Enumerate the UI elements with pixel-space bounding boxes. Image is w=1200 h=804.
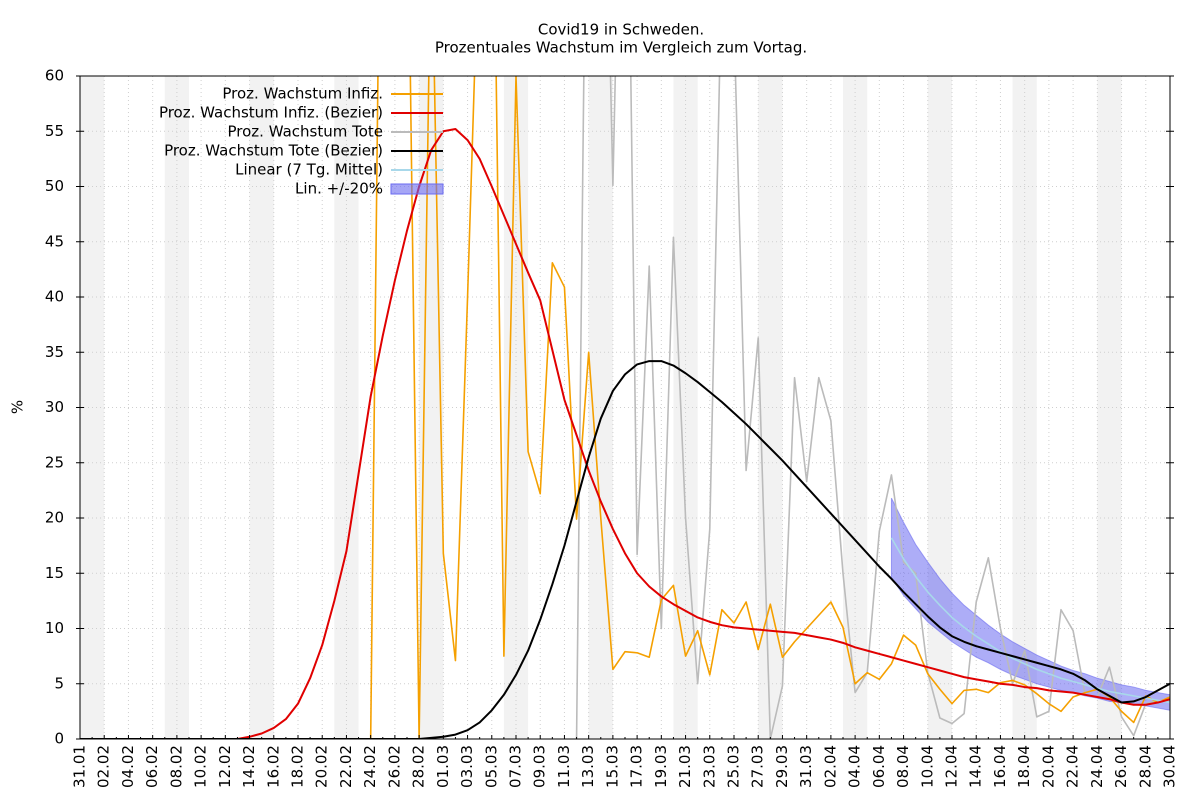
x-tick-label: 08.02	[167, 745, 185, 788]
series-line	[890, 537, 1170, 704]
y-tick-label: 35	[45, 343, 64, 361]
x-tick-label: 03.03	[458, 745, 476, 788]
x-tick-label: 07.03	[507, 745, 525, 788]
x-tick-label: 19.03	[652, 745, 670, 788]
x-tick-label: 06.04	[870, 745, 888, 788]
weekend-band	[843, 76, 868, 739]
x-tick-label: 22.02	[337, 745, 355, 788]
y-tick-label: 25	[45, 453, 64, 471]
x-tick-label: 13.03	[579, 745, 597, 788]
y-tick-label: 10	[45, 619, 64, 637]
weekend-band	[249, 76, 274, 739]
x-tick-label: 17.03	[628, 745, 646, 788]
x-tick-label: 01.03	[434, 745, 452, 788]
x-tick-label: 14.02	[240, 745, 258, 788]
x-tick-label: 21.03	[676, 745, 694, 788]
x-tick-label: 11.03	[555, 745, 573, 788]
x-tick-label: 10.04	[918, 745, 936, 788]
x-tick-label: 20.02	[313, 745, 331, 788]
y-tick-label: 45	[45, 232, 64, 250]
legend-label: Proz. Wachstum Infiz. (Bezier)	[159, 104, 383, 122]
x-tick-label: 09.03	[531, 745, 549, 788]
x-tick-label: 15.03	[603, 745, 621, 788]
x-tick-label: 28.02	[410, 745, 428, 788]
legend-label: Linear (7 Tg. Mittel)	[235, 161, 383, 179]
x-tick-label: 10.02	[192, 745, 210, 788]
y-tick-label: 0	[54, 730, 64, 748]
y-tick-label: 55	[45, 122, 64, 140]
series-line	[80, 360, 1170, 739]
chart-subtitle: Prozentuales Wachstum im Vergleich zum V…	[435, 39, 807, 57]
x-tick-label: 22.04	[1064, 745, 1082, 788]
y-tick-label: 5	[54, 674, 64, 692]
x-tick-label: 12.02	[216, 745, 234, 788]
x-tick-label: 18.04	[1015, 745, 1033, 788]
x-tick-label: 29.03	[773, 745, 791, 788]
chart-title: Covid19 in Schweden.	[538, 21, 704, 39]
series-line	[80, 128, 1170, 739]
x-tick-label: 16.02	[264, 745, 282, 788]
y-tick-label: 20	[45, 509, 64, 527]
x-tick-label: 04.02	[119, 745, 137, 788]
x-tick-label: 02.02	[95, 745, 113, 788]
x-tick-label: 06.02	[143, 745, 161, 788]
x-tick-label: 25.03	[725, 745, 743, 788]
legend-swatch	[390, 183, 444, 195]
x-tick-label: 27.03	[749, 745, 767, 788]
x-tick-label: 14.04	[967, 745, 985, 788]
series-line	[80, 76, 1170, 739]
band	[890, 497, 1170, 711]
legend-label: Proz. Wachstum Tote	[227, 123, 383, 141]
y-tick-label: 30	[45, 398, 64, 416]
legend-label: Proz. Wachstum Infiz.	[222, 85, 383, 103]
y-tick-label: 15	[45, 564, 64, 582]
weekend-band	[758, 76, 783, 739]
x-tick-label: 12.04	[943, 745, 961, 788]
x-tick-label: 16.04	[991, 745, 1009, 788]
y-tick-label: 40	[45, 288, 64, 306]
x-tick-label: 26.04	[1112, 745, 1130, 788]
x-tick-label: 28.04	[1136, 745, 1154, 788]
x-tick-label: 02.04	[821, 745, 839, 788]
x-tick-label: 24.02	[361, 745, 379, 788]
legend-label: Lin. +/-20%	[295, 180, 383, 198]
y-axis-label: %	[9, 400, 27, 414]
weekend-band	[1097, 76, 1122, 739]
x-tick-label: 23.03	[700, 745, 718, 788]
plot-area	[80, 76, 1170, 739]
x-tick-label: 31.03	[797, 745, 815, 788]
x-tick-label: 31.01	[71, 745, 89, 788]
x-tick-label: 04.04	[846, 745, 864, 788]
y-tick-label: 60	[45, 67, 64, 85]
axes: 0 5 10 15 20 25 30 35 40 45 50 55 60 31.01 02.02 04.02 0…	[45, 67, 1179, 788]
x-tick-label: 24.04	[1088, 745, 1106, 788]
x-tick-label: 08.04	[894, 745, 912, 788]
legend-label: Proz. Wachstum Tote (Bezier)	[164, 142, 383, 160]
series-line	[575, 76, 1170, 739]
x-tick-label: 30.04	[1161, 745, 1179, 788]
x-tick-label: 05.03	[482, 745, 500, 788]
x-tick-label: 20.04	[1039, 745, 1057, 788]
y-tick-label: 50	[45, 177, 64, 195]
x-tick-label: 26.02	[385, 745, 403, 788]
legend: Proz. Wachstum Infiz.Proz. Wachstum Infi…	[159, 85, 444, 198]
x-tick-label: 18.02	[289, 745, 307, 788]
